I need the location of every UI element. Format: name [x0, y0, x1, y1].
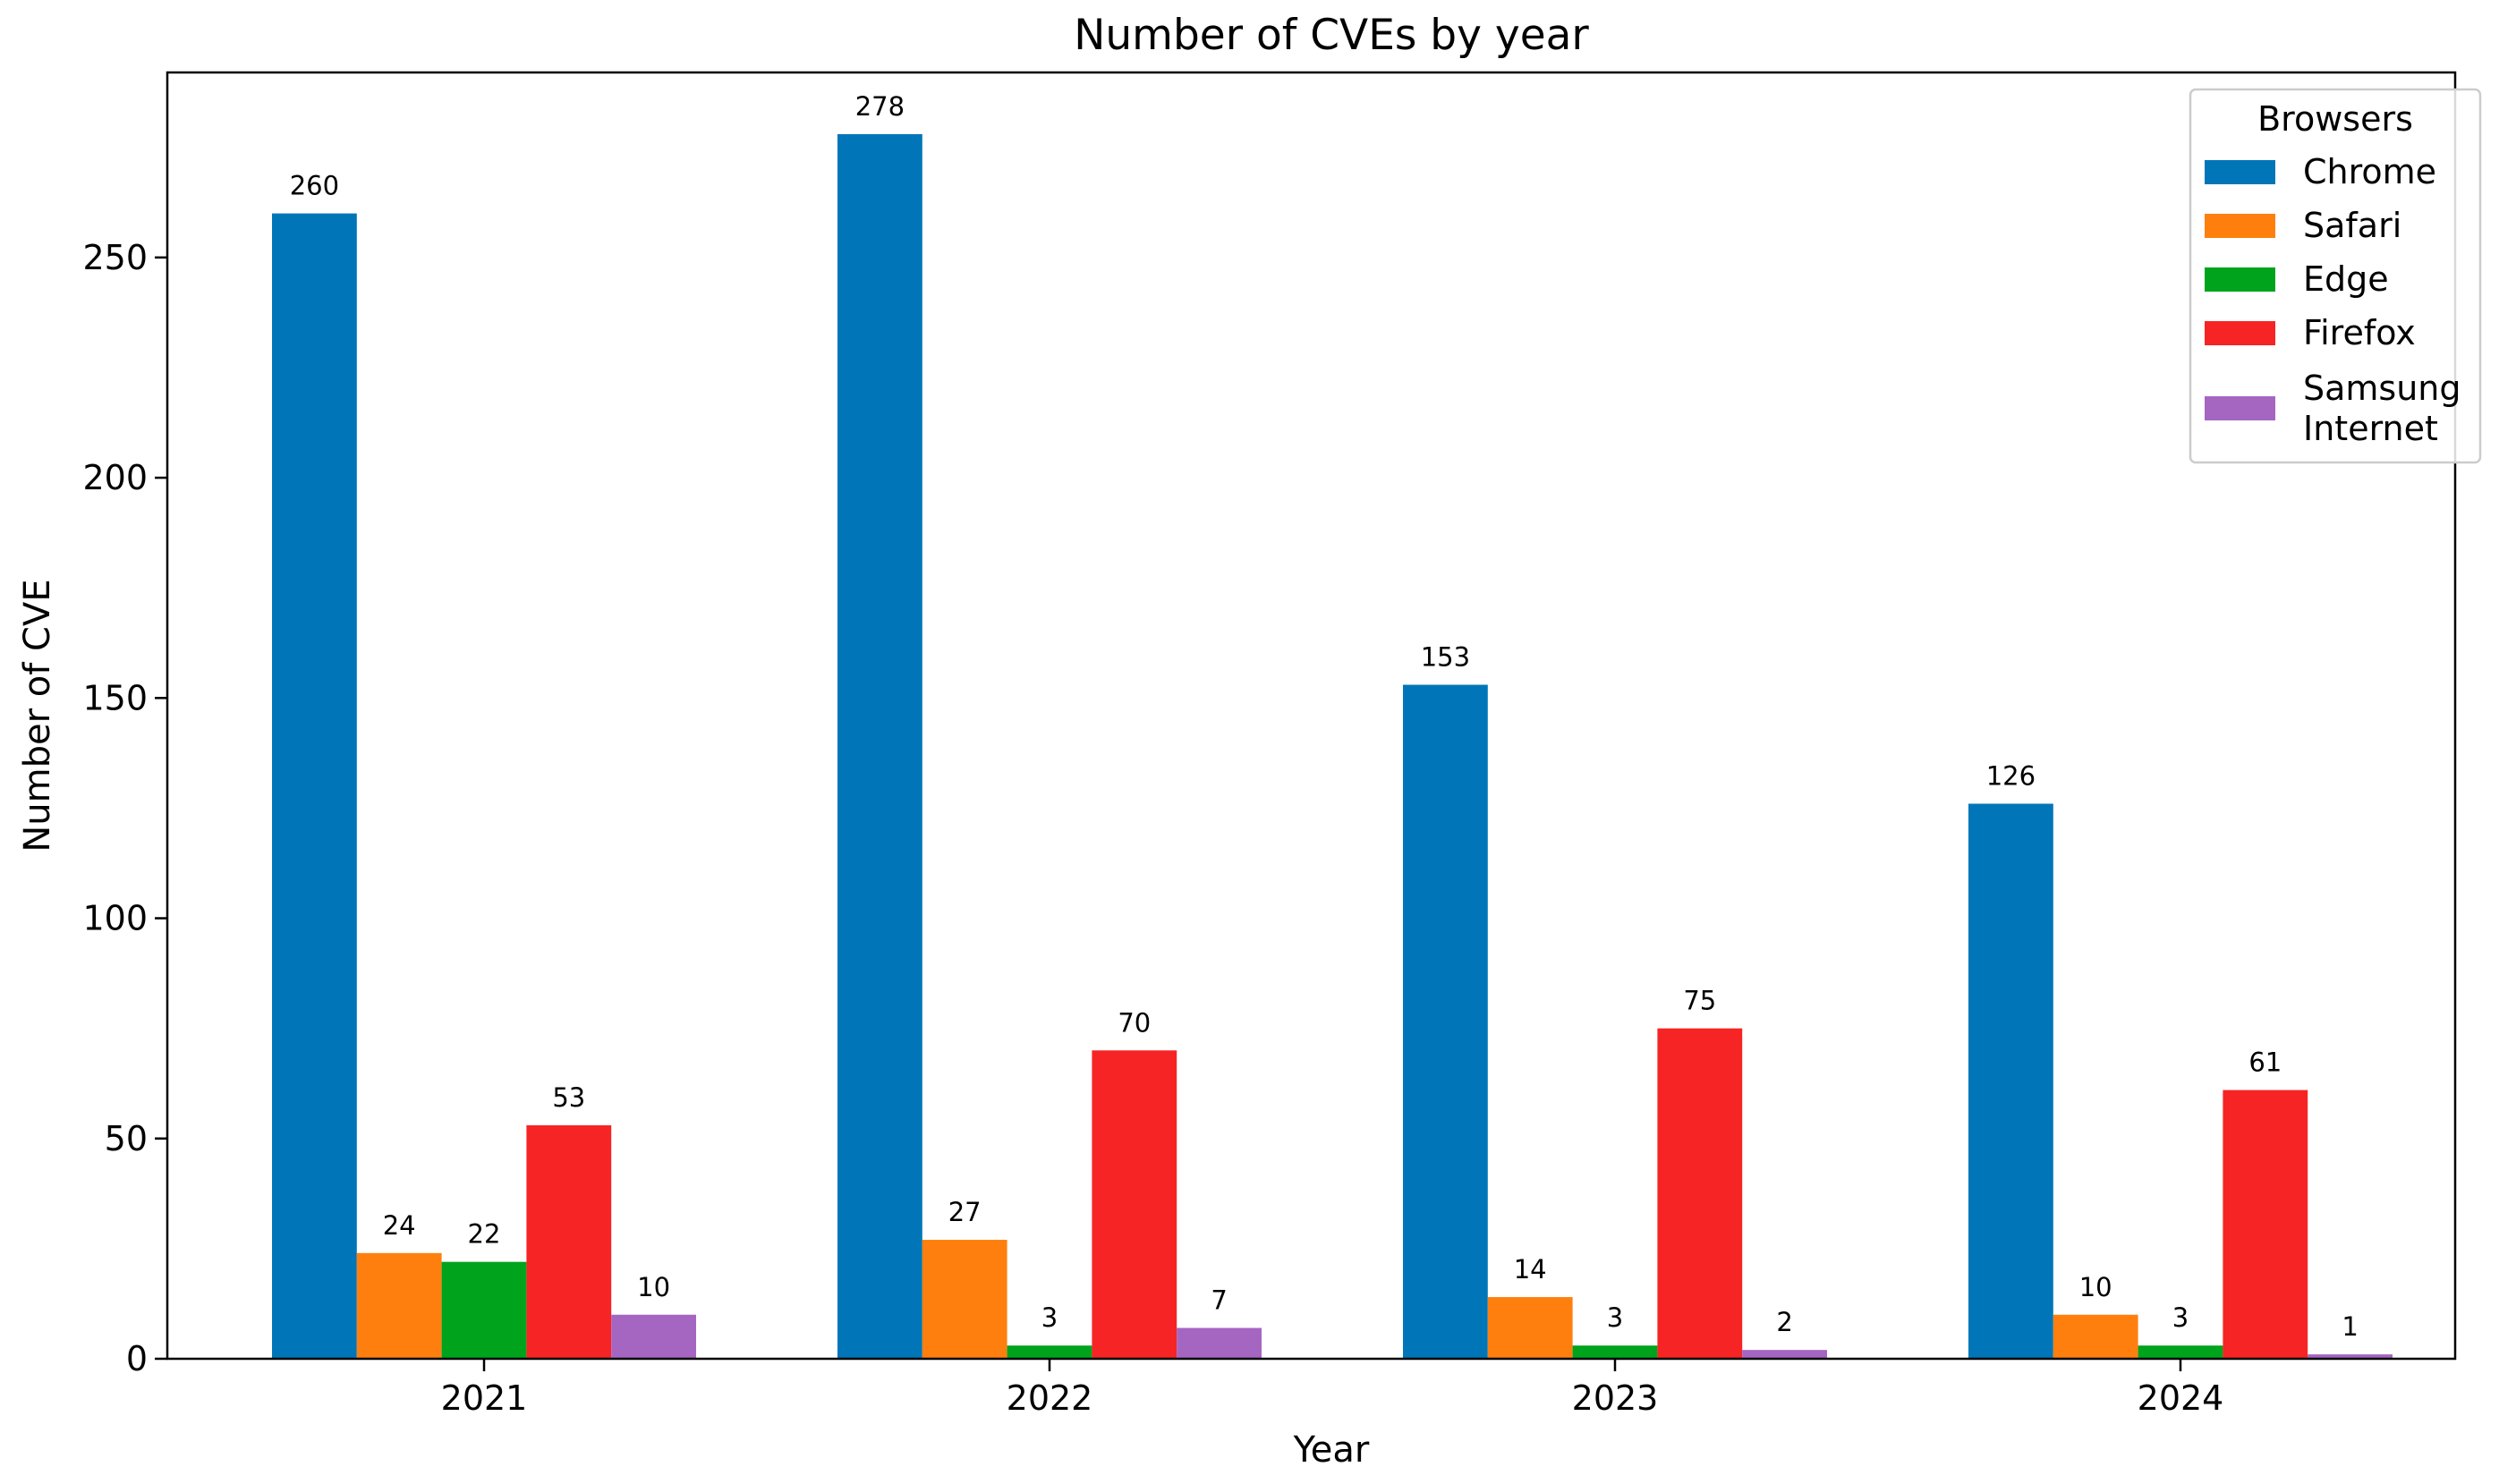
bar-value-label: 53	[552, 1082, 585, 1113]
y-tick-label: 50	[105, 1119, 148, 1158]
bar-value-label: 3	[2172, 1302, 2189, 1333]
bar-samsung-internet	[611, 1314, 696, 1359]
y-tick-label: 250	[82, 238, 148, 277]
bar-chrome	[1403, 684, 1488, 1359]
bar-edge	[441, 1261, 527, 1359]
legend-swatch-chrome	[2205, 160, 2275, 184]
legend-label: Chrome	[2303, 152, 2436, 191]
bar-samsung-internet	[2308, 1354, 2393, 1359]
bar-value-label: 153	[1421, 642, 1470, 673]
x-tick-label: 2021	[441, 1378, 528, 1418]
chart-title: Number of CVEs by year	[1074, 11, 1589, 60]
bar-samsung-internet	[1742, 1350, 1827, 1359]
bar-value-label: 27	[948, 1197, 982, 1227]
y-axis-label: Number of CVE	[17, 579, 58, 852]
bar-value-label: 1	[2342, 1311, 2358, 1342]
bar-safari	[922, 1240, 1007, 1359]
bar-value-label: 260	[290, 171, 339, 201]
bar-value-label: 22	[468, 1219, 501, 1250]
bar-value-label: 24	[383, 1210, 416, 1241]
x-tick-label: 2024	[2138, 1378, 2224, 1418]
bar-samsung-internet	[1177, 1327, 1262, 1359]
x-axis-label: Year	[1293, 1429, 1370, 1471]
legend-label: Internet	[2303, 409, 2438, 448]
x-tick-label: 2023	[1572, 1378, 1659, 1418]
bar-value-label: 10	[2079, 1272, 2112, 1302]
legend-swatch-firefox	[2205, 321, 2275, 345]
legend-swatch-safari	[2205, 214, 2275, 238]
bar-firefox	[526, 1124, 612, 1359]
bar-firefox	[1657, 1028, 1743, 1359]
bar-value-label: 278	[855, 91, 905, 122]
bar-value-label: 3	[1607, 1302, 1623, 1333]
y-tick-label: 0	[126, 1339, 148, 1378]
bar-value-label: 3	[1041, 1302, 1058, 1333]
bar-value-label: 14	[1514, 1254, 1547, 1285]
legend-label: Safari	[2303, 206, 2401, 245]
bar-edge	[1572, 1345, 1658, 1359]
legend-swatch-edge	[2205, 267, 2275, 292]
legend-label: Firefox	[2303, 313, 2416, 352]
bar-edge	[2138, 1345, 2223, 1359]
plot-frame	[166, 71, 2457, 1361]
bar-value-label: 75	[1683, 986, 1716, 1016]
bar-safari	[2053, 1314, 2138, 1359]
bar-value-label: 126	[1986, 760, 2036, 791]
x-tick-label: 2022	[1007, 1378, 1093, 1418]
y-tick-label: 200	[82, 458, 148, 497]
legend: Browsers Chrome Safari Edge Firefox SamsungIn…	[2189, 88, 2482, 464]
bar-safari	[356, 1252, 442, 1359]
bar-value-label: 7	[1211, 1285, 1227, 1316]
bar-value-label: 61	[2248, 1047, 2282, 1078]
y-tick-label: 100	[82, 899, 148, 938]
legend-label: Samsung	[2303, 369, 2461, 408]
bar-chrome	[837, 133, 922, 1360]
bar-value-label: 10	[637, 1272, 670, 1302]
bar-firefox	[2223, 1090, 2308, 1359]
legend-label: Edge	[2303, 259, 2389, 299]
bar-chrome	[1968, 803, 2053, 1359]
bar-edge	[1007, 1345, 1092, 1359]
legend-title: Browsers	[2257, 99, 2413, 139]
bar-safari	[1487, 1297, 1573, 1359]
bar-value-label: 2	[1776, 1307, 1792, 1337]
legend-swatch-samsung-internet	[2205, 396, 2275, 420]
y-tick-label: 150	[82, 678, 148, 717]
bar-firefox	[1092, 1050, 1177, 1359]
bar-chrome	[272, 213, 357, 1360]
bar-value-label: 70	[1118, 1007, 1151, 1038]
